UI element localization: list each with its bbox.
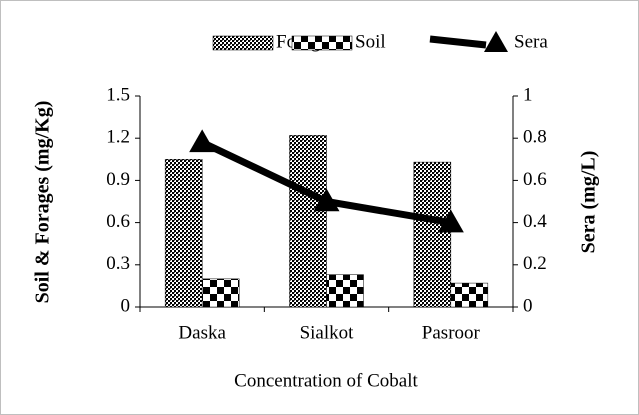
bar [450,282,489,308]
bar [164,159,203,308]
legend-label: Soil [355,31,386,52]
y-tick-label: 0.6 [106,211,130,232]
y2-tick-label: 0 [523,295,533,316]
legend-label: Sera [514,31,548,52]
bar [413,161,452,308]
y-tick-label: 0.9 [106,169,130,190]
x-tick-label: Sialkot [300,322,355,343]
x-axis-title: Concentration of Cobalt [234,370,418,391]
y-tick-label: 1.2 [106,127,130,148]
y2-tick-label: 0.8 [523,127,547,148]
line-marker [437,209,464,233]
y2-axis-title: Sera (mg/L) [578,151,600,254]
bar [289,135,327,308]
x-tick-label: Daska [178,322,226,343]
line-marker [313,188,340,212]
y-tick-label: 0 [121,295,131,316]
y2-tick-label: 1 [523,84,533,105]
legend-swatch [212,35,274,51]
legend-swatch [429,35,487,49]
y-tick-label: 1.5 [106,84,130,105]
y-axis-title: Soil & Forages (mg/Kg) [32,101,54,304]
y2-tick-label: 0.4 [523,211,547,232]
legend-marker [484,31,508,52]
bar [201,278,240,308]
line-marker [189,129,216,153]
y-tick-label: 0.3 [106,253,130,274]
y2-tick-label: 0.2 [523,253,547,274]
y2-tick-label: 0.6 [523,169,547,190]
x-tick-label: Pasroor [422,322,481,343]
legend-swatch [291,35,353,51]
bar [326,274,364,308]
